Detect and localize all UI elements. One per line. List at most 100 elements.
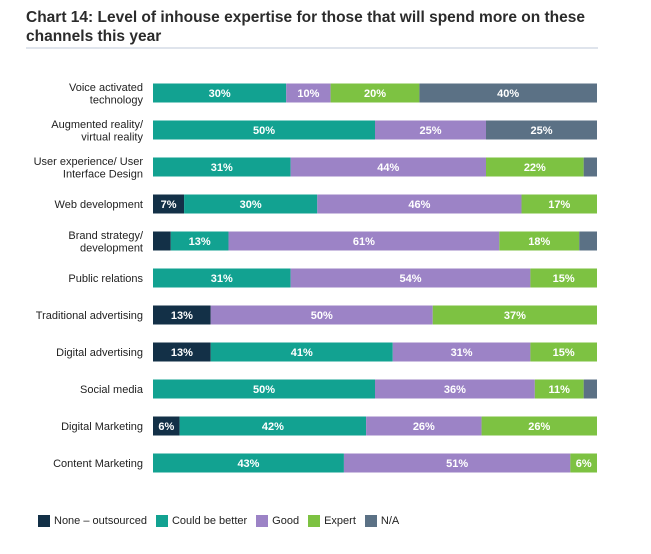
data-label-public-relations-expert: 15% xyxy=(553,273,575,285)
data-label-web-development-could-be-better: 30% xyxy=(240,199,262,211)
category-label-social-media: Social media xyxy=(80,384,144,396)
legend-swatch-n-a xyxy=(364,515,377,527)
data-label-content-marketing-good: 51% xyxy=(446,458,468,470)
title-divider xyxy=(26,47,598,49)
category-label-user-experience-user-interface-design: User experience/ User Interface Design xyxy=(34,156,144,181)
bar-traditional-advertising-expert xyxy=(432,305,597,325)
data-label-voice-activated-technology-expert: 20% xyxy=(364,88,386,100)
bar-web-development-none-outsourced xyxy=(153,194,185,214)
bar-content-marketing-expert xyxy=(570,453,597,473)
data-label-content-marketing-could-be-better: 43% xyxy=(237,458,259,470)
legend-item-could-be-better: Could be better xyxy=(155,515,248,527)
bar-voice-activated-technology-could-be-better xyxy=(153,83,287,103)
data-label-digital-advertising-good: 31% xyxy=(451,347,473,359)
category-label-brand-strategy-development: Brand strategy/development xyxy=(68,230,144,255)
bar-traditional-advertising-good xyxy=(210,305,433,325)
data-label-social-media-could-be-better: 50% xyxy=(253,384,275,396)
bar-social-media-could-be-better xyxy=(153,379,375,399)
bar-voice-activated-technology-expert xyxy=(330,83,420,103)
data-label-voice-activated-technology-good: 10% xyxy=(297,88,319,100)
data-label-social-media-good: 36% xyxy=(444,384,466,396)
bar-web-development-could-be-better xyxy=(184,194,318,214)
data-label-social-media-expert: 11% xyxy=(549,384,571,396)
data-label-user-experience-user-interface-design-good: 44% xyxy=(377,162,399,174)
legend-label-n-a: N/A xyxy=(380,515,400,527)
category-label-augmented-reality-virtual-reality: Augmented reality/virtual reality xyxy=(51,119,144,144)
legend-item-n-a: N/A xyxy=(364,515,400,527)
data-label-traditional-advertising-expert: 37% xyxy=(504,310,526,322)
category-label-web-development: Web development xyxy=(55,199,143,211)
data-label-voice-activated-technology-could-be-better: 30% xyxy=(209,88,231,100)
category-label-digital-marketing: Digital Marketing xyxy=(61,421,143,433)
data-label-web-development-expert: 17% xyxy=(548,199,570,211)
data-label-digital-marketing-expert: 26% xyxy=(528,421,550,433)
bar-digital-advertising-none-outsourced xyxy=(153,342,211,362)
legend-swatch-expert xyxy=(308,515,321,527)
bar-user-experience-user-interface-design-n-a xyxy=(583,157,597,177)
data-label-brand-strategy-development-expert: 18% xyxy=(528,236,550,248)
data-label-digital-marketing-good: 26% xyxy=(413,421,435,433)
legend-label-could-be-better: Could be better xyxy=(171,515,248,527)
legend-label-none-outsourced: None – outsourced xyxy=(54,515,147,527)
bar-brand-strategy-development-none-outsourced xyxy=(153,231,171,251)
bar-augmented-reality-virtual-reality-could-be-better xyxy=(153,120,375,140)
data-label-digital-marketing-could-be-better: 42% xyxy=(262,421,284,433)
bar-social-media-n-a xyxy=(583,379,597,399)
bar-digital-advertising-good xyxy=(392,342,531,362)
data-label-public-relations-could-be-better: 31% xyxy=(211,273,233,285)
chart-title: Chart 14: Level of inhouse expertise for… xyxy=(26,9,585,45)
data-label-user-experience-user-interface-design-expert: 22% xyxy=(524,162,546,174)
bar-user-experience-user-interface-design-could-be-better xyxy=(153,157,291,177)
category-label-traditional-advertising: Traditional advertising xyxy=(36,310,143,322)
bar-content-marketing-could-be-better xyxy=(153,453,344,473)
data-label-traditional-advertising-good: 50% xyxy=(311,310,333,322)
data-label-voice-activated-technology-n-a: 40% xyxy=(497,88,519,100)
legend-label-expert: Expert xyxy=(324,515,356,527)
bar-digital-marketing-expert xyxy=(481,416,597,436)
bar-user-experience-user-interface-design-expert xyxy=(486,157,584,177)
data-label-brand-strategy-development-could-be-better: 13% xyxy=(189,236,211,248)
bar-digital-marketing-could-be-better xyxy=(179,416,367,436)
legend-item-none-outsourced: None – outsourced xyxy=(38,515,147,527)
data-label-augmented-reality-virtual-reality-n-a: 25% xyxy=(530,125,552,137)
bar-brand-strategy-development-expert xyxy=(499,231,580,251)
data-label-content-marketing-expert: 6% xyxy=(576,458,592,470)
bar-web-development-good xyxy=(317,194,522,214)
data-label-web-development-good: 46% xyxy=(408,199,430,211)
data-label-digital-advertising-could-be-better: 41% xyxy=(291,347,313,359)
data-label-augmented-reality-virtual-reality-could-be-better: 50% xyxy=(253,125,275,137)
bar-voice-activated-technology-n-a xyxy=(419,83,597,103)
chart-legend: None – outsourced Could be better Good Expe… xyxy=(38,514,408,528)
bar-brand-strategy-development-n-a xyxy=(579,231,597,251)
bar-traditional-advertising-none-outsourced xyxy=(153,305,211,325)
category-label-digital-advertising: Digital advertising xyxy=(56,347,143,359)
bar-public-relations-could-be-better xyxy=(153,268,291,288)
data-label-brand-strategy-development-good: 61% xyxy=(353,236,375,248)
category-label-public-relations: Public relations xyxy=(68,273,143,285)
bar-content-marketing-good xyxy=(343,453,571,473)
bar-public-relations-good xyxy=(290,268,531,288)
data-label-user-experience-user-interface-design-could-be-better: 31% xyxy=(211,162,233,174)
legend-swatch-could-be-better xyxy=(155,515,168,527)
data-label-digital-advertising-expert: 15% xyxy=(553,347,575,359)
data-label-web-development-none-outsourced: 7% xyxy=(161,199,177,211)
category-label-voice-activated-technology: Voice activated technology xyxy=(69,82,143,107)
legend-label-good: Good xyxy=(272,515,300,527)
category-label-content-marketing: Content Marketing xyxy=(53,458,143,470)
data-label-digital-marketing-none-outsourced: 6% xyxy=(158,421,174,433)
data-label-digital-advertising-none-outsourced: 13% xyxy=(171,347,193,359)
bar-digital-advertising-could-be-better xyxy=(210,342,393,362)
data-label-augmented-reality-virtual-reality-good: 25% xyxy=(419,125,441,137)
bar-brand-strategy-development-good xyxy=(228,231,500,251)
bar-digital-advertising-expert xyxy=(530,342,597,362)
bar-digital-marketing-none-outsourced xyxy=(153,416,180,436)
bar-public-relations-expert xyxy=(530,268,597,288)
bar-voice-activated-technology-good xyxy=(286,83,331,103)
bar-digital-marketing-good xyxy=(366,416,482,436)
legend-swatch-none-outsourced xyxy=(38,515,50,527)
legend-item-expert: Expert xyxy=(308,515,356,527)
legend-swatch-good xyxy=(256,515,269,527)
bar-web-development-expert xyxy=(521,194,597,214)
bar-brand-strategy-development-could-be-better xyxy=(170,231,229,251)
